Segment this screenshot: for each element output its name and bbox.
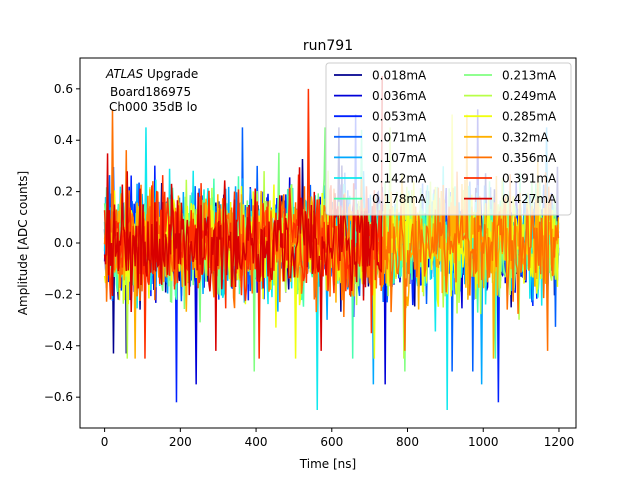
y-axis-label: Amplitude [ADC counts] <box>16 171 30 315</box>
x-tick-label: 0 <box>101 435 109 449</box>
legend-label-0.285mA: 0.285mA <box>502 110 557 124</box>
annotation-experiment: ATLAS Upgrade <box>105 67 198 81</box>
legend-label-0.213mA: 0.213mA <box>502 69 557 83</box>
x-tick-label: 600 <box>320 435 343 449</box>
legend-box <box>325 62 572 216</box>
series-line-0.427mA <box>103 75 383 351</box>
legend-label-0.249mA: 0.249mA <box>502 89 557 103</box>
annotation-experiment-suffix: Upgrade <box>143 67 198 81</box>
x-tick-label: 800 <box>396 435 419 449</box>
legend-label-0.018mA: 0.018mA <box>372 69 427 83</box>
x-tick-label: 1200 <box>544 435 575 449</box>
annotation-experiment-name: ATLAS <box>105 67 144 81</box>
x-tick-label: 200 <box>169 435 192 449</box>
y-tick-label: −0.2 <box>44 287 73 301</box>
legend-label-0.427mA: 0.427mA <box>502 192 557 206</box>
legend-label-0.178mA: 0.178mA <box>372 192 427 206</box>
series-layer <box>103 75 560 411</box>
y-tick-label: −0.6 <box>44 390 73 404</box>
annotation-channel: Ch000 35dB lo <box>109 100 197 114</box>
y-tick-label: 0.2 <box>54 185 73 199</box>
x-tick-label: 1000 <box>468 435 499 449</box>
annotation-board: Board186975 <box>110 85 191 99</box>
chart-title: run791 <box>303 38 353 54</box>
x-axis: 0 200 400 600 800 1000 1200 <box>101 428 574 449</box>
legend-label-0.356mA: 0.356mA <box>502 151 557 165</box>
y-tick-label: 0.6 <box>54 82 73 96</box>
legend-label-0.32mA: 0.32mA <box>502 130 549 144</box>
y-axis: −0.6 −0.4 −0.2 0.0 0.2 0.4 0.6 <box>44 82 80 404</box>
legend-label-0.071mA: 0.071mA <box>372 130 427 144</box>
x-tick-label: 400 <box>245 435 268 449</box>
series-line-0.391mA <box>103 88 383 359</box>
y-tick-label: 0.0 <box>54 236 73 250</box>
legend-label-0.107mA: 0.107mA <box>372 151 427 165</box>
annotation: ATLAS Upgrade Board186975 Ch000 35dB lo <box>105 67 198 114</box>
legend-label-0.142mA: 0.142mA <box>372 172 427 186</box>
legend-label-0.391mA: 0.391mA <box>502 172 557 186</box>
legend-label-0.036mA: 0.036mA <box>372 89 427 103</box>
legend: 0.018mA 0.036mA 0.053mA 0.071mA 0.107mA 0.142… <box>325 62 572 216</box>
x-axis-label: Time [ns] <box>299 457 356 471</box>
y-tick-label: 0.4 <box>54 133 73 147</box>
y-tick-label: −0.4 <box>44 339 73 353</box>
legend-label-0.053mA: 0.053mA <box>372 110 427 124</box>
